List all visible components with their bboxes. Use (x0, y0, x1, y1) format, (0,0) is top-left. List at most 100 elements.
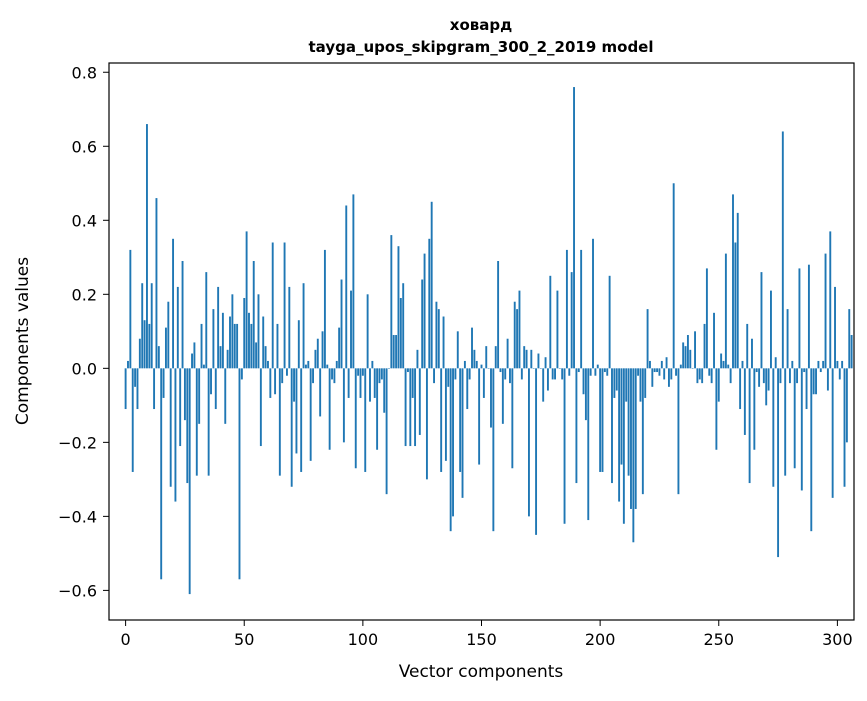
bar-250 (717, 368, 720, 402)
bar-46 (233, 323, 236, 369)
bar-128 (428, 238, 431, 369)
bar-24 (181, 261, 184, 369)
bar-222 (651, 368, 654, 387)
bar-160 (504, 368, 507, 380)
bar-173 (535, 368, 538, 535)
bar-255 (729, 368, 732, 384)
x-tick-label: 100 (348, 630, 379, 649)
bar-297 (829, 231, 832, 369)
bar-115 (397, 246, 400, 369)
bar-180 (551, 368, 554, 380)
bar-251 (720, 353, 723, 369)
bar-286 (803, 368, 806, 373)
bar-98 (357, 368, 360, 376)
bar-72 (295, 368, 298, 454)
bar-256 (732, 194, 734, 369)
bar-113 (392, 335, 395, 369)
bar-76 (304, 364, 307, 369)
bar-129 (430, 201, 433, 369)
bar-105 (373, 368, 376, 398)
bar-206 (613, 368, 616, 398)
bar-55 (255, 342, 258, 369)
bar-33 (202, 364, 205, 369)
bar-260 (741, 360, 744, 369)
bar-100 (361, 368, 364, 376)
bar-209 (620, 368, 623, 465)
bar-65 (278, 368, 281, 476)
bar-213 (630, 368, 632, 509)
bar-136 (447, 368, 450, 387)
bar-111 (388, 368, 390, 369)
bar-114 (395, 335, 398, 369)
bar-58 (262, 316, 265, 369)
bar-29 (193, 342, 196, 369)
bar-265 (753, 368, 756, 450)
bar-147 (473, 349, 476, 369)
bar-186 (565, 249, 568, 369)
bar-145 (468, 368, 471, 380)
bar-242 (698, 368, 701, 380)
bar-218 (641, 368, 644, 495)
bar-1 (127, 360, 129, 369)
bar-34 (205, 272, 208, 369)
bar-18 (167, 301, 170, 369)
bar-81 (316, 338, 319, 369)
bar-167 (520, 368, 523, 380)
bar-175 (539, 368, 542, 369)
bar-127 (425, 368, 428, 480)
bar-91 (340, 279, 343, 369)
bar-110 (385, 368, 388, 495)
bar-30 (195, 368, 198, 476)
bar-176 (542, 368, 545, 402)
bar-122 (414, 368, 417, 447)
bar-89 (335, 360, 338, 369)
bar-112 (390, 235, 393, 369)
bar-168 (523, 346, 526, 369)
bar-198 (594, 368, 597, 376)
bar-144 (466, 368, 469, 410)
bar-220 (646, 309, 649, 369)
y-tick-label: −0.4 (58, 507, 97, 526)
bar-71 (293, 368, 296, 402)
bar-164 (513, 301, 516, 369)
bar-192 (580, 249, 583, 369)
x-tick-label: 0 (121, 630, 131, 649)
bar-237 (686, 335, 689, 369)
bar-4 (134, 368, 137, 387)
bar-22 (176, 286, 179, 369)
bar-224 (656, 368, 659, 373)
chart-subtitle: tayga_upos_skipgram_300_2_2019 model (309, 38, 654, 56)
bar-21 (174, 368, 177, 502)
y-axis-ticks: −0.6 −0.4 −0.2 0.0 0.2 0.4 0.6 0.8 (58, 63, 109, 600)
bar-189 (573, 87, 575, 369)
x-tick-label: 50 (234, 630, 254, 649)
bar-185 (563, 368, 566, 524)
bar-83 (321, 331, 324, 369)
bar-77 (307, 360, 310, 369)
y-tick-label: 0.4 (72, 211, 97, 230)
bar-135 (444, 368, 447, 461)
bar-225 (658, 368, 661, 376)
bar-215 (634, 368, 637, 509)
bar-23 (179, 368, 182, 447)
bar-132 (437, 309, 440, 369)
bar-51 (245, 231, 248, 369)
bar-277 (781, 131, 784, 369)
bar-159 (501, 368, 504, 424)
bar-134 (442, 316, 445, 369)
bar-117 (402, 283, 405, 369)
bar-166 (518, 290, 521, 369)
bar-99 (359, 368, 362, 398)
bar-229 (667, 368, 670, 387)
x-axis-label: Vector components (399, 662, 564, 682)
bar-158 (499, 368, 502, 373)
bar-217 (639, 368, 642, 402)
bar-244 (703, 323, 706, 369)
bar-228 (665, 357, 668, 369)
bar-252 (722, 360, 725, 369)
bar-216 (637, 368, 640, 376)
bar-240 (694, 331, 696, 369)
bar-36 (210, 368, 212, 395)
bar-193 (582, 368, 585, 395)
